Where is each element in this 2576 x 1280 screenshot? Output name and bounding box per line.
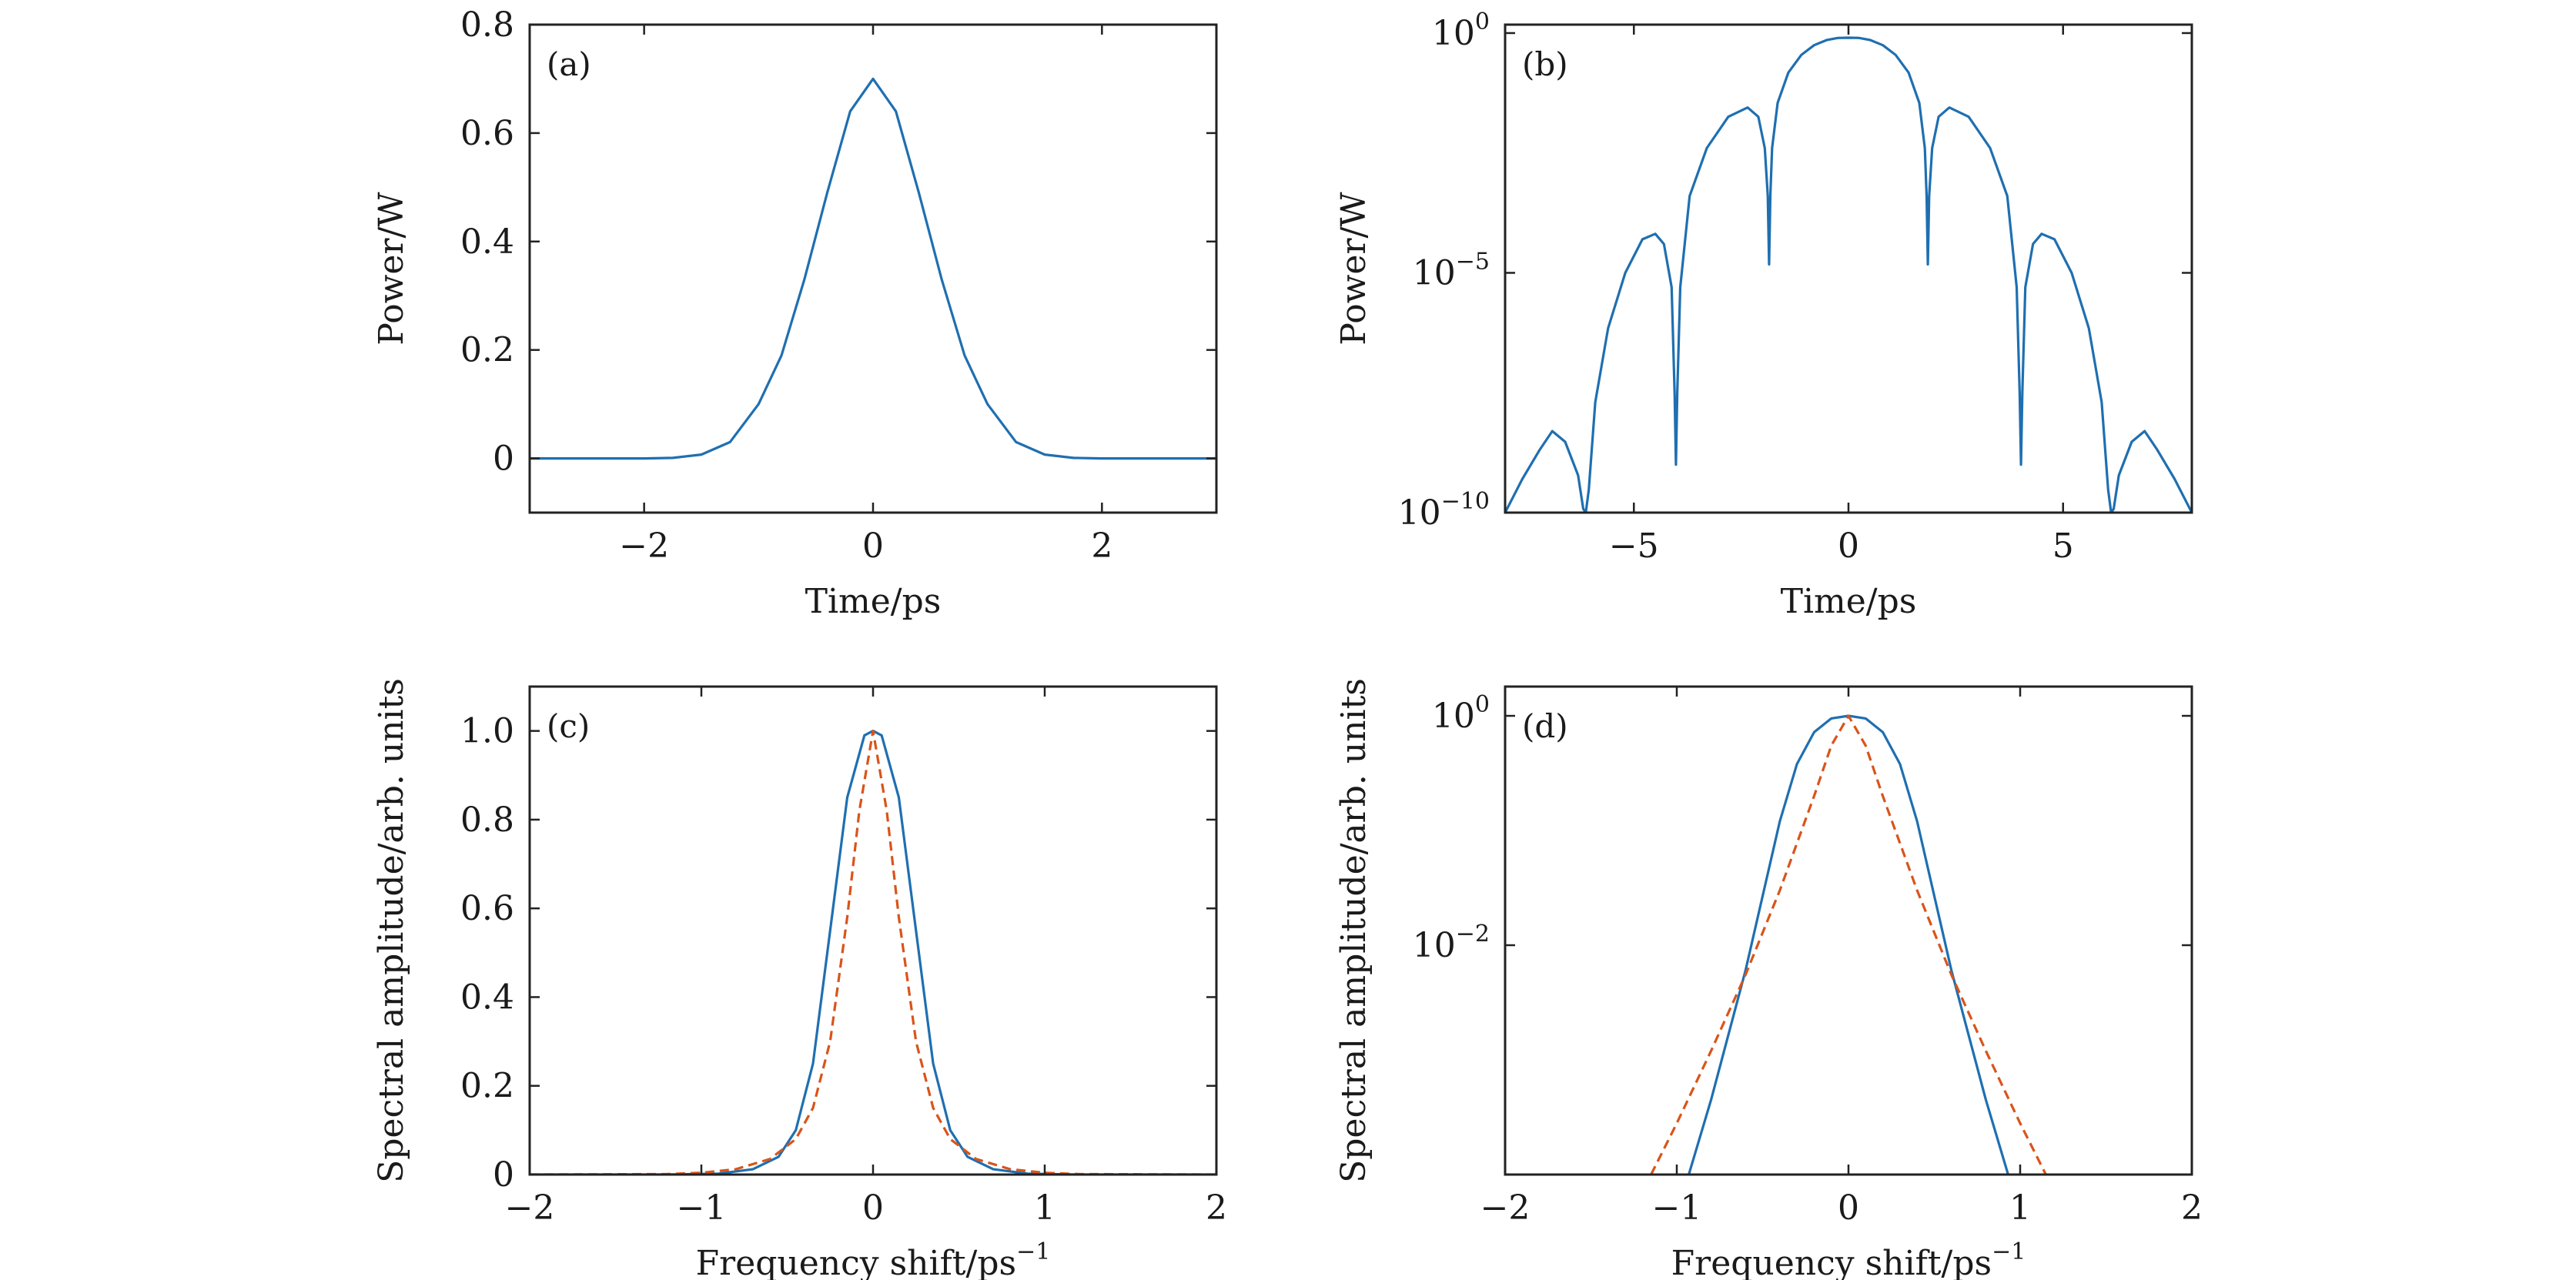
series-line-solid: [530, 730, 1216, 1175]
y-axis-label: Spectral amplitude/arb. units: [372, 678, 411, 1183]
x-axis-label: Time/ps: [1781, 582, 1917, 621]
y-tick-label: 0.6: [460, 114, 514, 153]
y-tick-label: 0.4: [460, 222, 514, 262]
panel-label: (b): [1522, 45, 1568, 83]
plot-frame: [1504, 23, 2193, 514]
series-line-dashed: [530, 730, 1216, 1175]
x-tick-label: 0: [862, 526, 884, 566]
plot-frame: [528, 685, 1218, 1176]
plot-frame: [1504, 685, 2193, 1176]
x-axis-label: Frequency shift/ps−1: [1671, 1238, 2026, 1280]
x-tick-label: −2: [505, 1188, 555, 1228]
y-tick-label: 10−5: [1413, 248, 1490, 292]
x-tick-label: 5: [2052, 526, 2074, 566]
x-tick-label: −1: [677, 1188, 727, 1228]
y-axis-label: Spectral amplitude/arb. units: [1334, 678, 1373, 1183]
x-tick-label: 2: [1091, 526, 1112, 566]
y-tick-label: 100: [1432, 691, 1490, 736]
y-tick-label: 100: [1432, 8, 1490, 53]
y-axis-label: Power/W: [1334, 192, 1373, 346]
x-tick-label: 1: [2009, 1188, 2031, 1228]
x-tick-label: −1: [1652, 1188, 1702, 1228]
plot-frame: [528, 23, 1218, 514]
y-tick-label: 0: [493, 439, 514, 479]
panel-d: −2 −1 0 1 2 10−2 100 Frequency shift/ps−1 Spectr…: [1334, 678, 2203, 1280]
panel-b: −5 0 5 10−10 10−5 100 Time/ps Power/W (b): [1334, 8, 2193, 621]
y-tick-label: 0.8: [460, 5, 514, 45]
y-tick-label: 0.8: [460, 800, 514, 840]
y-tick-label: 10−10: [1398, 488, 1490, 533]
x-tick-label: −2: [619, 526, 669, 566]
x-tick-label: −5: [1609, 526, 1659, 566]
x-tick-label: 1: [1034, 1188, 1055, 1228]
x-tick-label: −2: [1480, 1188, 1531, 1228]
y-tick-label: 0.4: [460, 978, 514, 1017]
panel-label: (d): [1522, 707, 1568, 745]
x-tick-label: 2: [2181, 1188, 2203, 1228]
x-tick-label: 0: [1838, 1188, 1859, 1228]
y-tick-label: 0: [493, 1155, 514, 1195]
x-axis-label: Time/ps: [805, 582, 942, 621]
series-line-solid: [1688, 714, 2009, 1175]
panel-c: −2 −1 0 1 2 0 0.2 0.4 0.6 0.8 1.0 Frequency shift/p…: [372, 678, 1227, 1280]
y-tick-label: 0.2: [460, 331, 514, 370]
series-line-solid: [530, 77, 1216, 460]
x-tick-label: 0: [862, 1188, 884, 1228]
x-tick-label: 2: [1206, 1188, 1227, 1228]
y-tick-label: 1.0: [460, 712, 514, 751]
y-axis-label: Power/W: [372, 192, 411, 346]
panel-a: −2 0 2 0 0.2 0.4 0.6 0.8 Time/ps Power/W (a): [372, 5, 1218, 621]
y-tick-label: 10−2: [1413, 921, 1490, 965]
y-tick-label: 0.6: [460, 889, 514, 928]
series-line-solid: [1505, 36, 2192, 513]
series-line-dashed: [1650, 714, 2047, 1175]
y-tick-label: 0.2: [460, 1067, 514, 1106]
panel-label: (a): [547, 45, 591, 83]
x-tick-label: 0: [1838, 526, 1859, 566]
x-axis-label: Frequency shift/ps−1: [696, 1238, 1051, 1280]
panel-label: (c): [547, 707, 590, 745]
